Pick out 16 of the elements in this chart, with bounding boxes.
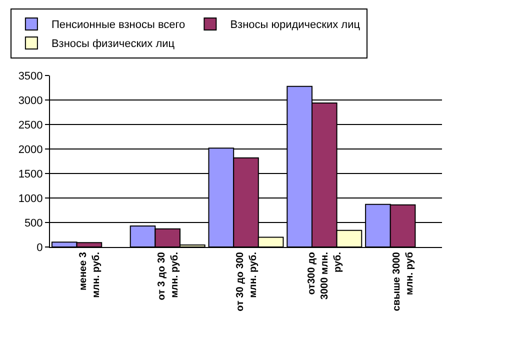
legend-label: Взносы физических лиц [51, 38, 176, 50]
x-tick-label: свыше 3000 млн. руб [392, 252, 416, 312]
y-tick-label: 500 [24, 217, 43, 230]
y-tick-label: 2000 [18, 144, 43, 156]
legend-label: Взносы юридических лиц [230, 19, 361, 32]
x-tick-label: менее 3 млн. руб. [78, 252, 102, 298]
y-tick-label: 0 [36, 242, 43, 254]
x-tick-label: от 3 до 30 млн. руб. [156, 252, 180, 300]
y-tick-label: 3500 [18, 70, 43, 82]
y-tick-label: 2500 [18, 119, 43, 132]
y-tick-label: 1000 [18, 192, 43, 205]
x-tick-label: от 30 до 300 млн. руб. [234, 252, 259, 312]
x-tick-label: от300 до 3000 млн. руб. [306, 252, 344, 300]
y-tick-label: 1500 [18, 168, 43, 180]
legend-label: Пенсионные взносы всего [51, 19, 186, 32]
y-tick-label: 3000 [18, 94, 43, 107]
